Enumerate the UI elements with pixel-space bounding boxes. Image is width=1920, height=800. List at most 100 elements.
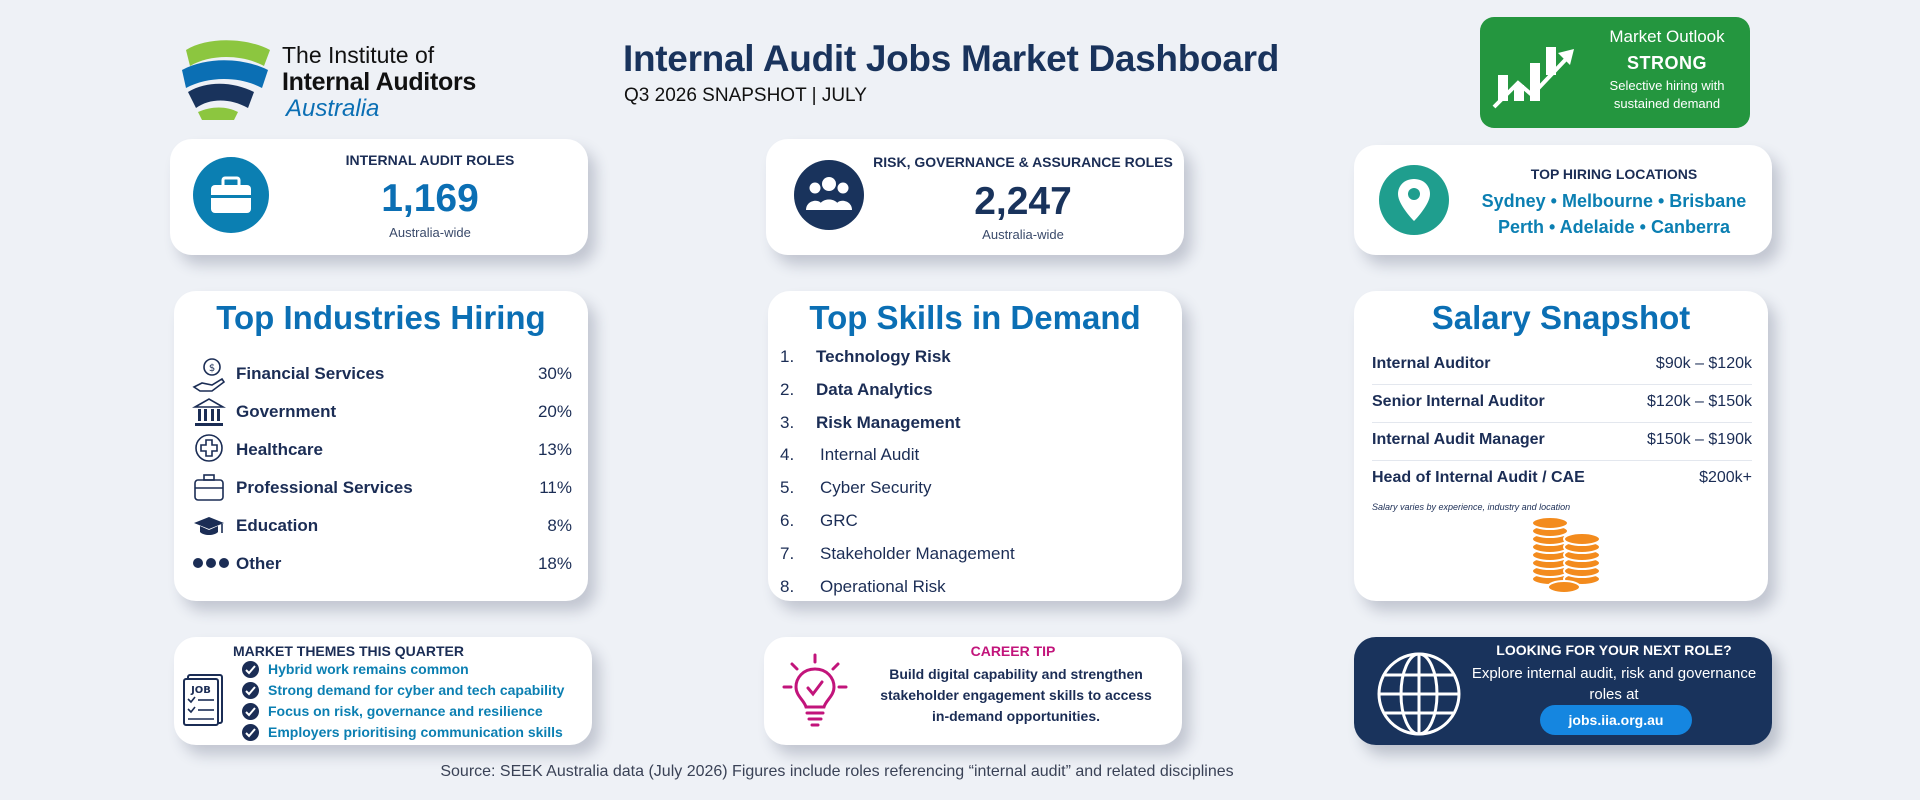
market-outlook-badge: Market Outlook STRONG Selective hiring w… bbox=[1480, 17, 1750, 128]
government-building-icon bbox=[191, 395, 227, 429]
jobs-link-button[interactable]: jobs.iia.org.au bbox=[1540, 705, 1692, 735]
salary-title: Salary Snapshot bbox=[1431, 299, 1691, 336]
salary-range: $120k – $150k bbox=[1647, 393, 1752, 410]
industry-name: Professional Services bbox=[236, 478, 413, 497]
briefcase-icon bbox=[192, 471, 226, 505]
tip-line-3: in-demand opportunities. bbox=[932, 708, 1100, 724]
locations-title: TOP HIRING LOCATIONS bbox=[1530, 166, 1698, 182]
job-document-icon: JOB bbox=[183, 674, 223, 726]
skill-name: Operational Risk bbox=[820, 577, 946, 596]
skill-row: 3. Risk Management bbox=[780, 413, 1160, 443]
locations-line-2: Perth • Adelaide • Canberra bbox=[1497, 217, 1730, 237]
skill-number: 5. bbox=[780, 478, 795, 497]
svg-text:JOB: JOB bbox=[190, 685, 211, 696]
industry-name: Education bbox=[236, 516, 319, 535]
industry-row: Other 18% bbox=[192, 547, 572, 585]
skill-number: 3. bbox=[780, 413, 795, 432]
industry-row: $ Financial Services 30% bbox=[192, 357, 572, 395]
location-pin-icon bbox=[1379, 165, 1449, 235]
skill-row: 5. Cyber Security bbox=[780, 478, 1160, 508]
people-icon bbox=[794, 160, 864, 230]
salary-role: Senior Internal Auditor bbox=[1372, 393, 1545, 410]
salary-note: Salary varies by experience, industry an… bbox=[1372, 502, 1571, 512]
next-line-2: roles at bbox=[1589, 686, 1639, 703]
skill-name: Risk Management bbox=[816, 413, 961, 432]
check-icon bbox=[242, 703, 259, 720]
briefcase-icon bbox=[193, 157, 269, 233]
salary-row: Senior Internal Auditor $120k – $150k bbox=[1372, 385, 1752, 423]
industry-pct: 18% bbox=[537, 554, 572, 573]
skill-row: 2. Data Analytics bbox=[780, 380, 1160, 410]
outlook-value: STRONG bbox=[1626, 53, 1707, 73]
career-tip-title: CAREER TIP bbox=[970, 643, 1056, 659]
skill-row: 7. Stakeholder Management bbox=[780, 544, 1160, 574]
industry-pct: 8% bbox=[547, 516, 572, 535]
skill-name: Data Analytics bbox=[816, 380, 933, 399]
industry-pct: 11% bbox=[539, 478, 572, 497]
outlook-description: Selective hiring with sustained demand bbox=[1592, 77, 1742, 113]
skill-number: 2. bbox=[780, 380, 795, 399]
salary-row: Internal Auditor $90k – $120k bbox=[1372, 347, 1752, 385]
skill-number: 6. bbox=[780, 511, 795, 530]
outlook-label: Market Outlook bbox=[1609, 27, 1725, 46]
next-role-title: LOOKING FOR YOUR NEXT ROLE? bbox=[1496, 642, 1732, 658]
ia-roles-title: INTERNAL AUDIT ROLES bbox=[345, 152, 515, 168]
salary-role: Head of Internal Audit / CAE bbox=[1372, 469, 1585, 486]
skill-name: Internal Audit bbox=[820, 445, 920, 464]
market-themes-card: JOB MARKET THEMES THIS QUARTER Hybrid wo… bbox=[174, 637, 592, 745]
skill-row: 8. Operational Risk bbox=[780, 577, 1160, 607]
salary-row: Head of Internal Audit / CAE $200k+ bbox=[1372, 461, 1752, 499]
tip-line-1: Build digital capability and strengthen bbox=[889, 666, 1143, 682]
check-icon bbox=[242, 682, 259, 699]
locations-list: Sydney • Melbourne • Brisbane Perth • Ad… bbox=[1464, 188, 1764, 240]
salary-role: Internal Audit Manager bbox=[1372, 431, 1545, 448]
logo-line-3: Australia bbox=[286, 95, 380, 122]
skill-name: Cyber Security bbox=[820, 478, 932, 497]
skill-row: 6. GRC bbox=[780, 511, 1160, 541]
skill-number: 7. bbox=[780, 544, 795, 563]
industry-row: Healthcare 13% bbox=[192, 433, 572, 471]
theme-text: Employers prioritising communication ski… bbox=[268, 724, 563, 740]
logo-emblem-icon bbox=[182, 40, 270, 120]
industry-name: Other bbox=[236, 554, 282, 573]
skill-number: 8. bbox=[780, 577, 795, 596]
page-title: Internal Audit Jobs Market Dashboard bbox=[623, 38, 1279, 79]
logo-line-1: The Institute of bbox=[282, 42, 435, 68]
rga-roles-value: 2,247 bbox=[974, 180, 1072, 223]
theme-text: Hybrid work remains common bbox=[268, 661, 469, 677]
top-hiring-locations-card: TOP HIRING LOCATIONS Sydney • Melbourne … bbox=[1354, 145, 1772, 255]
salary-row: Internal Audit Manager $150k – $190k bbox=[1372, 423, 1752, 461]
iia-logo[interactable]: The Institute of Internal Auditors Austr… bbox=[178, 36, 498, 126]
salary-range: $200k+ bbox=[1699, 469, 1752, 486]
themes-title: MARKET THEMES THIS QUARTER bbox=[233, 643, 464, 659]
svg-text:$: $ bbox=[209, 363, 215, 374]
outlook-desc-line-2: sustained demand bbox=[1613, 96, 1721, 111]
source-footnote: Source: SEEK Australia data (July 2026) … bbox=[440, 763, 1234, 780]
dots-icon bbox=[192, 547, 229, 581]
industry-row: Education 8% bbox=[192, 509, 572, 547]
industries-title: Top Industries Hiring bbox=[216, 299, 546, 336]
industry-pct: 20% bbox=[537, 402, 572, 421]
logo-line-2: Internal Auditors bbox=[282, 68, 476, 96]
skills-title: Top Skills in Demand bbox=[809, 299, 1141, 336]
industry-row: Government 20% bbox=[191, 395, 572, 433]
globe-icon bbox=[1377, 652, 1461, 736]
salary-role: Internal Auditor bbox=[1372, 355, 1491, 372]
skill-name: Technology Risk bbox=[816, 347, 951, 366]
lightbulb-icon bbox=[782, 653, 848, 727]
check-icon bbox=[242, 724, 259, 741]
ia-roles-value: 1,169 bbox=[381, 177, 479, 220]
industry-pct: 30% bbox=[537, 364, 572, 383]
salary-snapshot-card: Salary Snapshot Internal Auditor $90k – … bbox=[1354, 291, 1768, 601]
salary-range: $150k – $190k bbox=[1647, 431, 1752, 448]
industry-pct: 13% bbox=[537, 440, 572, 459]
next-line-1: Explore internal audit, risk and governa… bbox=[1471, 665, 1757, 682]
tip-line-2: stakeholder engagement skills to access bbox=[880, 687, 1152, 703]
skill-number: 4. bbox=[780, 445, 795, 464]
skill-number: 1. bbox=[780, 347, 795, 366]
next-role-card: LOOKING FOR YOUR NEXT ROLE? Explore inte… bbox=[1354, 637, 1772, 745]
theme-text: Focus on risk, governance and resilience bbox=[268, 703, 543, 719]
industry-name: Government bbox=[236, 402, 337, 421]
industry-name: Healthcare bbox=[236, 440, 323, 459]
medical-cross-icon bbox=[192, 433, 226, 467]
